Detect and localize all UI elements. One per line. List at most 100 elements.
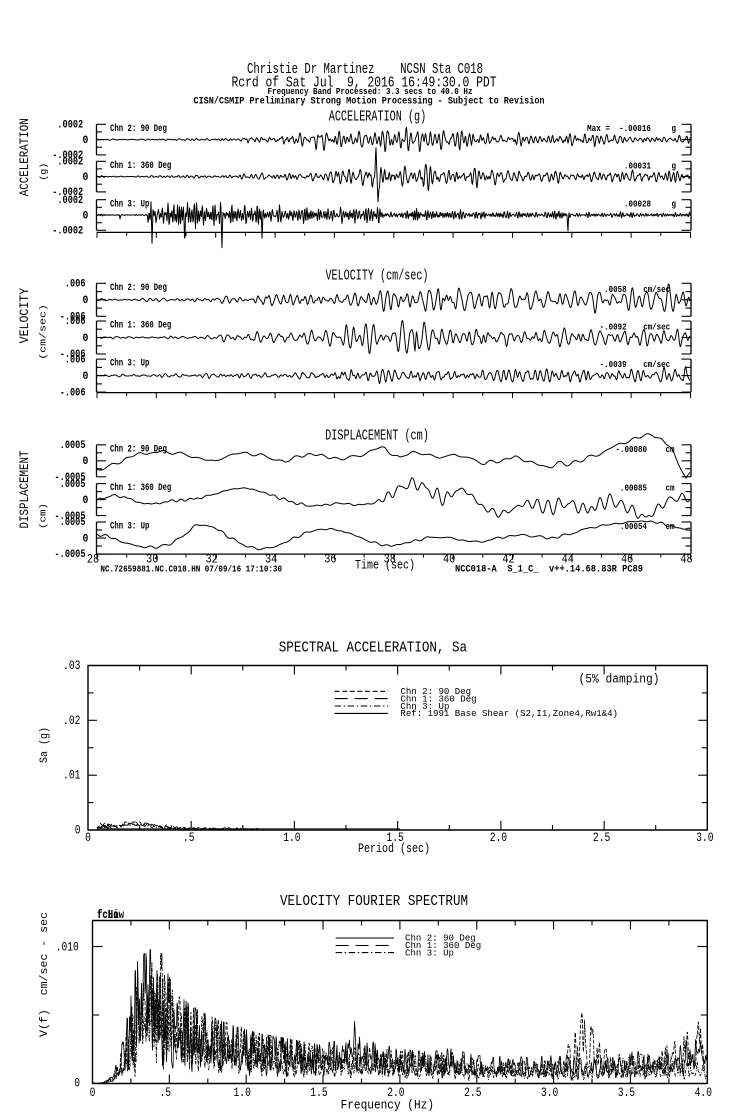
svg-text:-.00016: -.00016: [619, 123, 651, 134]
svg-text:g: g: [672, 123, 677, 134]
svg-text:1.0: 1.0: [234, 1085, 251, 1100]
svg-text:38: 38: [384, 552, 396, 567]
svg-text:0: 0: [85, 830, 91, 845]
svg-text:cm: cm: [666, 444, 675, 455]
svg-text:.006: .006: [65, 354, 86, 366]
svg-text:cm: cm: [666, 521, 675, 532]
svg-text:Max =: Max =: [587, 123, 610, 134]
svg-text:cm/sec: cm/sec: [643, 322, 670, 333]
svg-text:NCC018-A S_1_C_ v++.14.68.83: NCC018-A S_1_C_ v++.14.68.83R PC89: [455, 564, 643, 575]
svg-text:Chn 3: Up: Chn 3: Up: [110, 358, 149, 369]
svg-text:.01: .01: [63, 768, 81, 783]
svg-text:ACCELERATION: ACCELERATION: [18, 118, 32, 196]
svg-text:.0002: .0002: [57, 157, 83, 169]
svg-text:1.5: 1.5: [310, 1085, 327, 1100]
svg-text:Chn 1: 360 Deg: Chn 1: 360 Deg: [400, 693, 476, 704]
svg-text:VELOCITY: VELOCITY: [18, 287, 32, 343]
svg-text:cm: cm: [666, 483, 675, 494]
svg-text:42: 42: [502, 552, 514, 567]
svg-text:g: g: [672, 160, 677, 171]
svg-text:0: 0: [75, 823, 81, 838]
svg-text:Chn 1: 360 Deg: Chn 1: 360 Deg: [110, 482, 171, 493]
svg-text:Chn 2: 90 Deg: Chn 2: 90 Deg: [110, 123, 167, 134]
svg-text:DISPLACEMENT (cm): DISPLACEMENT (cm): [325, 428, 429, 444]
svg-text:-.006: -.006: [60, 349, 86, 361]
svg-text:fcLow: fcLow: [97, 908, 125, 922]
svg-text:.5: .5: [160, 1085, 172, 1100]
svg-text:(cm): (cm): [38, 503, 49, 529]
svg-text:2.5: 2.5: [593, 830, 610, 845]
svg-text:3.0: 3.0: [541, 1085, 558, 1100]
svg-text:Sa (g): Sa (g): [39, 727, 51, 763]
svg-text:Chn 3: Up: Chn 3: Up: [405, 947, 454, 958]
svg-text:ACCELERATION (g): ACCELERATION (g): [329, 110, 427, 126]
svg-text:1.0: 1.0: [283, 830, 300, 845]
svg-text:Chn 2: 90 Deg: Chn 2: 90 Deg: [400, 686, 471, 697]
svg-text:.00031: .00031: [624, 160, 651, 171]
svg-text:(g): (g): [38, 163, 49, 181]
svg-text:Chn 3: Up: Chn 3: Up: [110, 198, 149, 209]
svg-text:0: 0: [83, 210, 89, 222]
svg-text:0: 0: [74, 1076, 80, 1091]
svg-text:Time (sec): Time (sec): [355, 558, 415, 573]
svg-text:1.5: 1.5: [386, 830, 403, 845]
svg-text:-.0002: -.0002: [52, 187, 83, 199]
svg-text:.5: .5: [183, 830, 195, 845]
svg-text:-.0005: -.0005: [55, 472, 86, 484]
svg-text:CISN/CSMIP Preliminary Strong: CISN/CSMIP Preliminary Strong Motion Pro…: [194, 96, 545, 108]
svg-text:-.0002: -.0002: [52, 150, 83, 162]
svg-text:34: 34: [265, 552, 277, 567]
svg-text:3.0: 3.0: [696, 830, 713, 845]
svg-text:SPECTRAL ACCELERATION, Sa: SPECTRAL ACCELERATION, Sa: [279, 640, 467, 656]
svg-text:DISPLACEMENT: DISPLACEMENT: [18, 450, 32, 528]
svg-text:2.0: 2.0: [387, 1085, 404, 1100]
svg-text:Chn 1: 360 Deg: Chn 1: 360 Deg: [110, 320, 171, 331]
svg-text:Ref: 1991 Base Shear (S2,I1,Zo: Ref: 1991 Base Shear (S2,I1,Zone4,Rw1&4): [400, 708, 618, 719]
svg-text:.0005: .0005: [60, 517, 86, 529]
svg-text:2.0: 2.0: [490, 830, 507, 845]
svg-text:Christie Dr Martinez NCSN S: Christie Dr Martinez NCSN Sta C018: [247, 62, 483, 78]
svg-text:0: 0: [83, 172, 89, 184]
svg-text:.02: .02: [63, 713, 81, 728]
svg-text:-.00080: -.00080: [616, 444, 648, 455]
svg-text:VELOCITY (cm/sec): VELOCITY (cm/sec): [326, 269, 429, 285]
svg-text:Rcrd of Sat Jul 9, 2016 16:49: Rcrd of Sat Jul 9, 2016 16:49:30.0 PDT: [232, 75, 497, 91]
svg-text:30: 30: [146, 552, 158, 567]
svg-text:(cm/sec): (cm/sec): [38, 304, 49, 360]
svg-text:48: 48: [680, 552, 692, 567]
svg-text:4.0: 4.0: [695, 1085, 712, 1100]
svg-text:Period (sec): Period (sec): [358, 841, 430, 856]
svg-text:V(f) cm/sec - sec: V(f) cm/sec - sec: [39, 912, 51, 1037]
svg-text:0: 0: [83, 333, 89, 345]
svg-text:.00085: .00085: [620, 483, 647, 494]
svg-text:Chn 3: Up: Chn 3: Up: [400, 701, 449, 712]
svg-text:.010: .010: [56, 940, 79, 955]
svg-text:-.006: -.006: [60, 387, 86, 399]
svg-text:-.0002: -.0002: [52, 226, 83, 238]
svg-text:.006: .006: [65, 316, 86, 328]
svg-text:.00054: .00054: [620, 521, 647, 532]
svg-text:0: 0: [83, 495, 89, 507]
svg-text:0: 0: [90, 1085, 96, 1100]
svg-text:46: 46: [621, 552, 633, 567]
svg-text:.03: .03: [63, 658, 81, 673]
svg-text:Chn 1: 360 Deg: Chn 1: 360 Deg: [405, 940, 481, 951]
svg-text:fcHi: fcHi: [97, 908, 119, 922]
svg-text:.0005: .0005: [60, 479, 86, 491]
svg-text:cm/sec: cm/sec: [643, 359, 670, 370]
svg-text:0: 0: [83, 135, 89, 147]
svg-text:0: 0: [83, 533, 89, 545]
svg-text:cm/sec: cm/sec: [643, 284, 670, 295]
svg-text:40: 40: [443, 552, 455, 567]
svg-text:Frequency Band Processed: 3.3: Frequency Band Processed: 3.3 secs to 40…: [268, 87, 473, 97]
svg-text:32: 32: [206, 552, 218, 567]
svg-text:3.5: 3.5: [618, 1085, 635, 1100]
svg-text:Chn 3: Up: Chn 3: Up: [110, 521, 149, 532]
svg-text:0: 0: [83, 371, 89, 383]
svg-text:.0005: .0005: [60, 440, 86, 452]
svg-text:Chn 2: 90 Deg: Chn 2: 90 Deg: [110, 282, 167, 293]
svg-text:Chn 2: 90 Deg: Chn 2: 90 Deg: [405, 933, 476, 944]
svg-text:.00028: .00028: [624, 199, 651, 210]
svg-text:-.006: -.006: [60, 312, 86, 324]
svg-text:-.0005: -.0005: [55, 549, 86, 561]
